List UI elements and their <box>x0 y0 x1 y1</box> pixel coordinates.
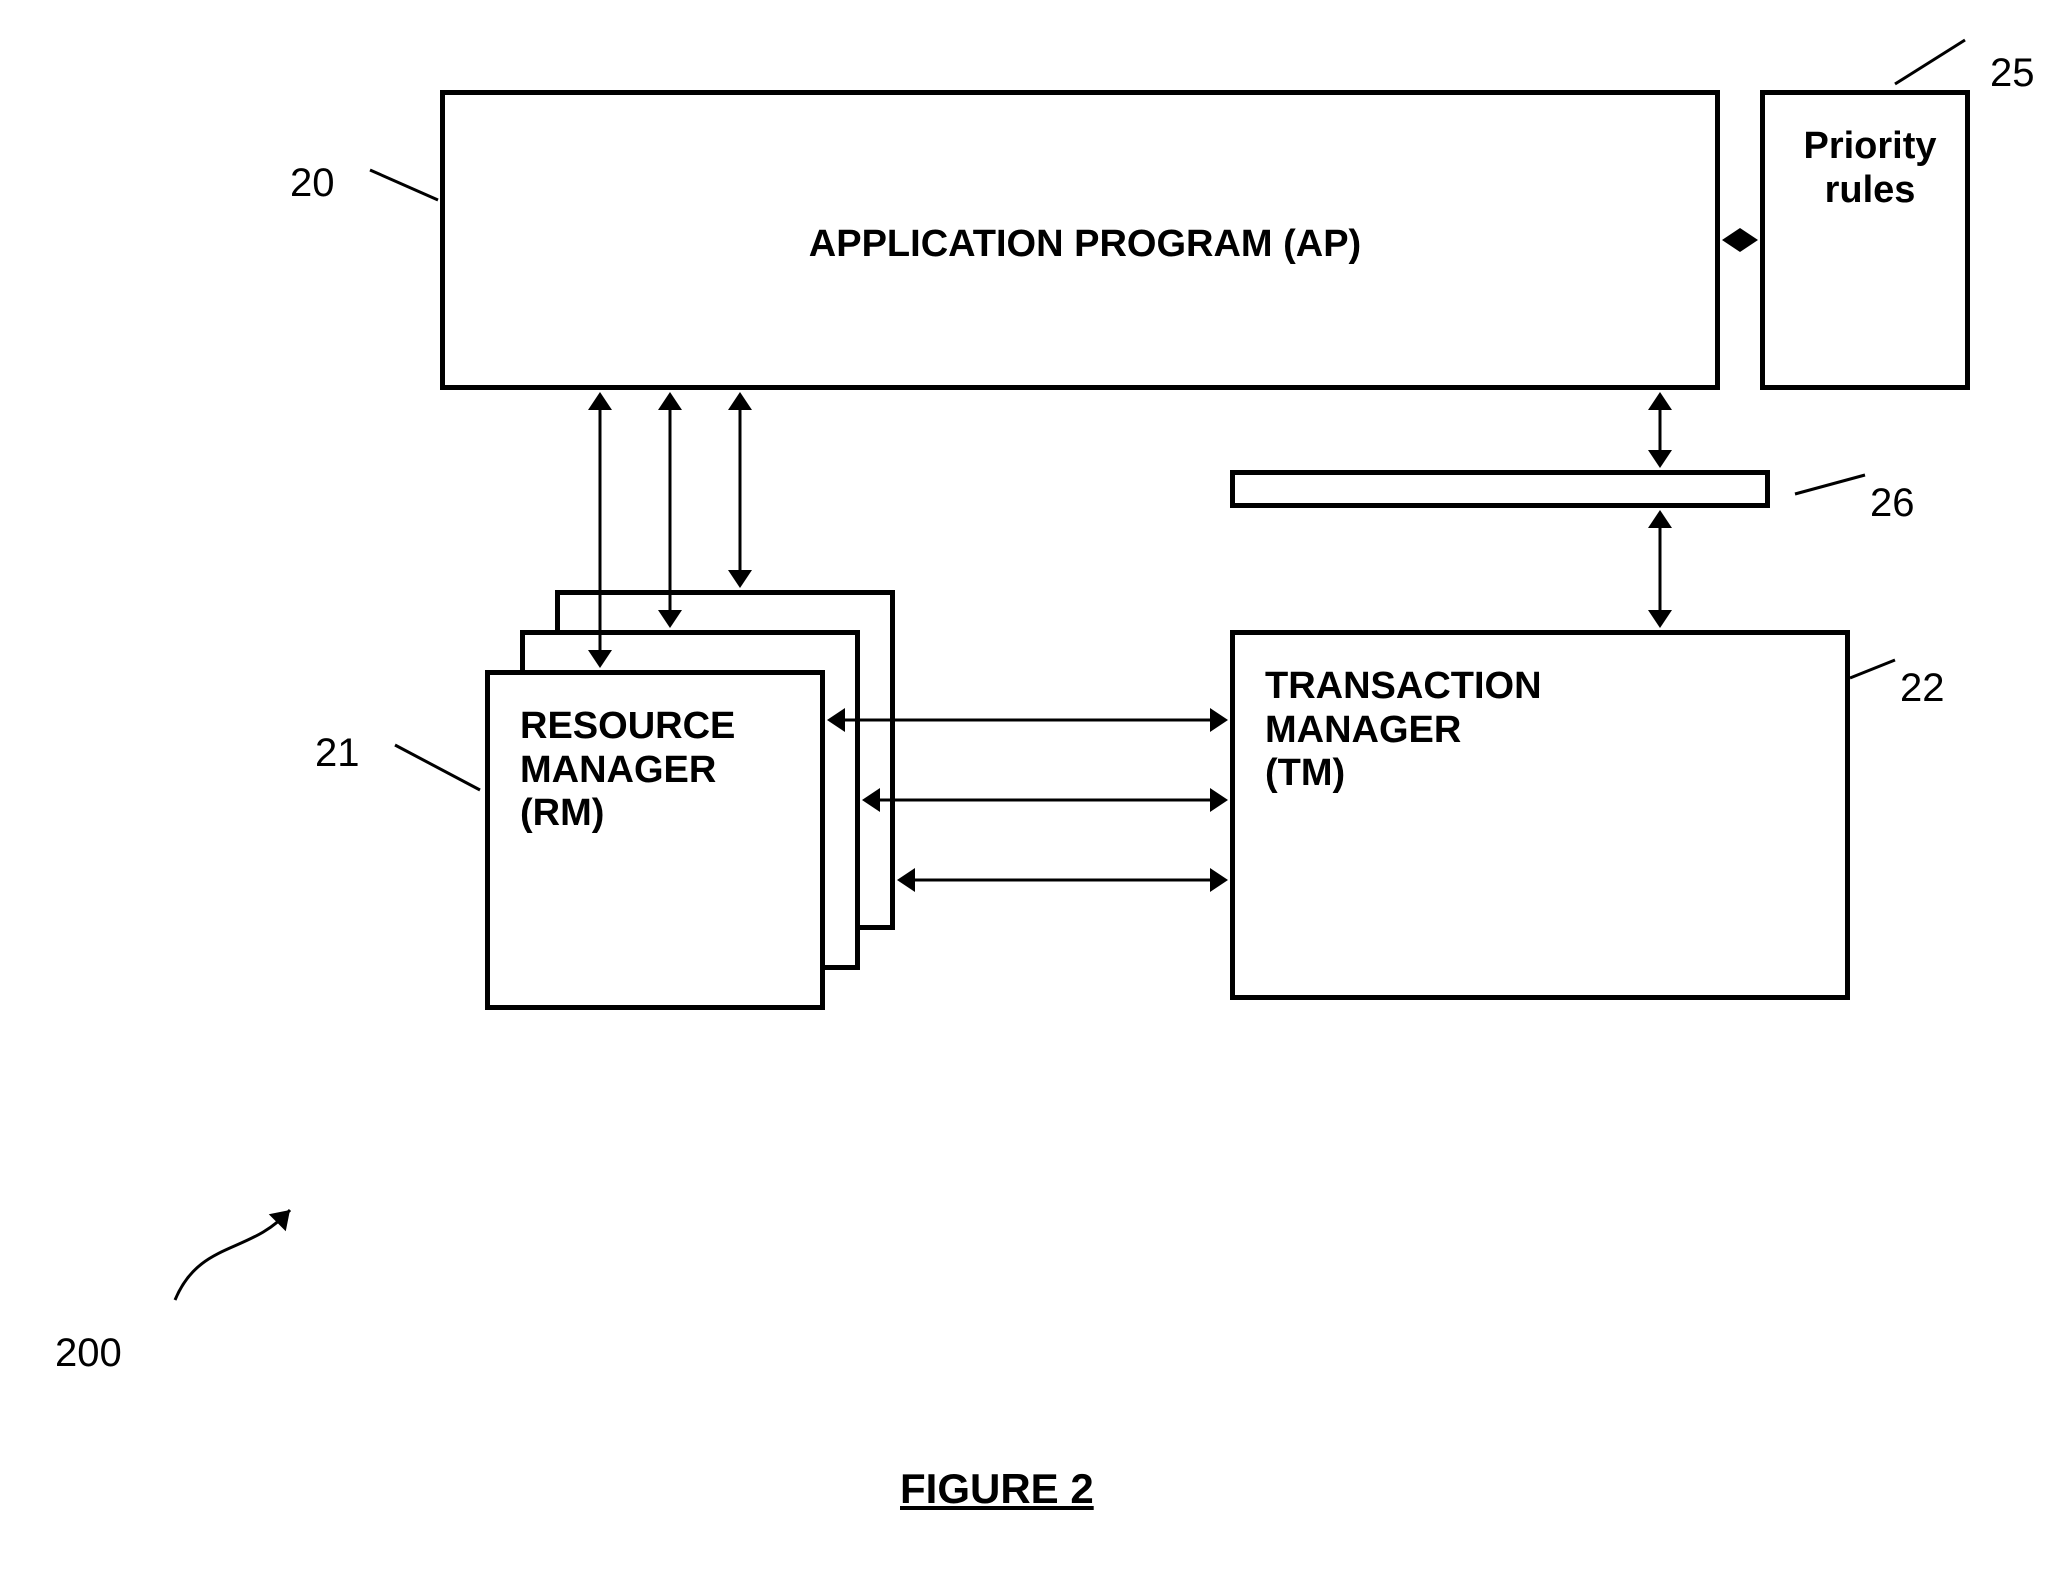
ref-label-20: 20 <box>290 160 335 206</box>
node-bar-26 <box>1230 470 1770 508</box>
ref-label-21: 21 <box>315 730 360 776</box>
node-tm-label: TRANSACTION MANAGER (TM) <box>1265 665 1542 796</box>
node-ap-label: APPLICATION PROGRAM (AP) <box>445 95 1725 395</box>
figure-caption: FIGURE 2 <box>900 1465 1094 1513</box>
node-rm-label: RESOURCE MANAGER (RM) <box>520 705 735 836</box>
diagram-stage: RESOURCE MANAGER (RM) APPLICATION PROGRA… <box>0 0 2046 1573</box>
ref-label-22: 22 <box>1900 665 1945 711</box>
node-rm: RESOURCE MANAGER (RM) <box>485 670 825 1010</box>
ref-label-25: 25 <box>1990 50 2035 96</box>
ref-label-200: 200 <box>55 1330 122 1376</box>
node-ap: APPLICATION PROGRAM (AP) <box>440 90 1720 390</box>
ref-label-26: 26 <box>1870 480 1915 526</box>
node-tm: TRANSACTION MANAGER (TM) <box>1230 630 1850 1000</box>
node-priority-rules-label: Priority rules <box>1765 125 1975 212</box>
node-priority-rules: Priority rules <box>1760 90 1970 390</box>
